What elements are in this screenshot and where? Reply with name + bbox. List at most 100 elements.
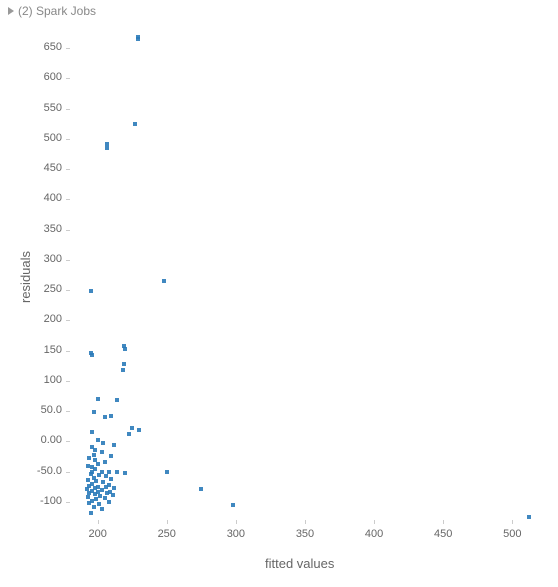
data-point — [103, 415, 107, 419]
y-tick-mark — [66, 351, 70, 352]
data-point — [96, 462, 100, 466]
y-tick-mark — [66, 290, 70, 291]
y-tick-label: 450 — [28, 162, 62, 174]
data-point — [97, 473, 101, 477]
data-point — [121, 368, 125, 372]
data-point — [136, 37, 140, 41]
y-tick-mark — [66, 441, 70, 442]
data-point — [89, 289, 93, 293]
data-point — [97, 502, 101, 506]
data-point — [105, 146, 109, 150]
x-tick-mark — [167, 520, 168, 524]
data-point — [90, 353, 94, 357]
data-point — [231, 503, 235, 507]
y-tick-mark — [66, 109, 70, 110]
data-point — [127, 432, 131, 436]
data-point — [92, 453, 96, 457]
y-tick-label: 650 — [28, 41, 62, 53]
x-tick-mark — [374, 520, 375, 524]
data-point — [92, 410, 96, 414]
y-tick-label: 100 — [28, 374, 62, 386]
data-point — [109, 414, 113, 418]
header-label: (2) Spark Jobs — [18, 4, 96, 18]
data-point — [104, 474, 108, 478]
data-point — [109, 454, 113, 458]
y-tick-label: 0.00 — [28, 434, 62, 446]
x-tick-label: 350 — [290, 528, 320, 540]
data-point — [123, 471, 127, 475]
y-tick-mark — [66, 381, 70, 382]
data-point — [115, 470, 119, 474]
y-tick-mark — [66, 78, 70, 79]
scatter-plot-area — [70, 30, 540, 520]
x-axis-label: fitted values — [265, 556, 334, 571]
data-point — [93, 492, 97, 496]
y-tick-label: 350 — [28, 223, 62, 235]
data-point — [109, 477, 113, 481]
y-tick-mark — [66, 169, 70, 170]
data-point — [101, 441, 105, 445]
data-point — [94, 479, 98, 483]
y-tick-mark — [66, 411, 70, 412]
y-tick-label: 200 — [28, 313, 62, 325]
expand-icon — [8, 7, 14, 15]
data-point — [100, 507, 104, 511]
data-point — [96, 397, 100, 401]
x-tick-mark — [443, 520, 444, 524]
data-point — [115, 398, 119, 402]
y-tick-label: 150 — [28, 344, 62, 356]
data-point — [133, 122, 137, 126]
y-tick-label: 400 — [28, 192, 62, 204]
y-tick-label: 50.0 — [28, 404, 62, 416]
x-tick-mark — [512, 520, 513, 524]
data-point — [89, 511, 93, 515]
data-point — [112, 486, 116, 490]
y-tick-label: 550 — [28, 102, 62, 114]
data-point — [107, 470, 111, 474]
data-point — [527, 515, 531, 519]
data-point — [101, 480, 105, 484]
data-point — [87, 456, 91, 460]
data-point — [122, 362, 126, 366]
y-tick-label: 500 — [28, 132, 62, 144]
y-tick-mark — [66, 139, 70, 140]
x-tick-label: 250 — [152, 528, 182, 540]
data-point — [96, 438, 100, 442]
data-point — [137, 428, 141, 432]
y-tick-mark — [66, 199, 70, 200]
y-tick-mark — [66, 502, 70, 503]
y-tick-mark — [66, 320, 70, 321]
data-point — [130, 426, 134, 430]
y-tick-label: 600 — [28, 71, 62, 83]
data-point — [90, 430, 94, 434]
data-point — [105, 491, 109, 495]
x-tick-label: 400 — [359, 528, 389, 540]
spark-jobs-header[interactable]: (2) Spark Jobs — [8, 4, 96, 18]
chart-container: (2) Spark Jobs residuals fitted values -… — [0, 0, 558, 587]
x-tick-mark — [98, 520, 99, 524]
y-tick-mark — [66, 48, 70, 49]
x-tick-label: 200 — [83, 528, 113, 540]
x-tick-mark — [236, 520, 237, 524]
x-tick-label: 450 — [428, 528, 458, 540]
data-point — [93, 458, 97, 462]
y-tick-mark — [66, 230, 70, 231]
data-point — [199, 487, 203, 491]
y-tick-mark — [66, 472, 70, 473]
data-point — [162, 279, 166, 283]
y-tick-label: -50.0 — [28, 465, 62, 477]
data-point — [100, 450, 104, 454]
data-point — [94, 497, 98, 501]
data-point — [92, 505, 96, 509]
data-point — [123, 347, 127, 351]
x-tick-label: 300 — [221, 528, 251, 540]
data-point — [111, 493, 115, 497]
y-tick-label: 250 — [28, 283, 62, 295]
y-tick-mark — [66, 260, 70, 261]
y-tick-label: -100 — [28, 495, 62, 507]
data-point — [100, 488, 104, 492]
data-point — [93, 448, 97, 452]
y-tick-label: 300 — [28, 253, 62, 265]
data-point — [103, 460, 107, 464]
data-point — [112, 443, 116, 447]
